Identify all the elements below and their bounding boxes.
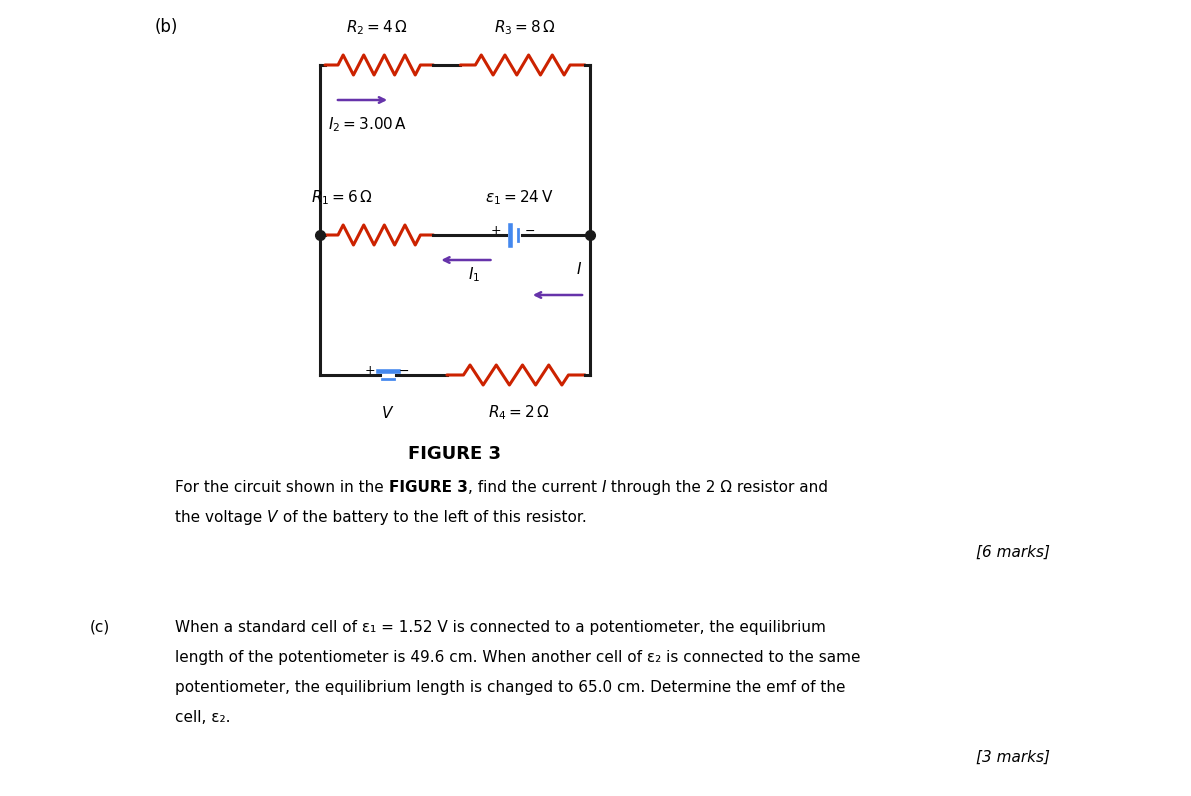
- Text: $I_2 = 3.00\,\mathrm{A}$: $I_2 = 3.00\,\mathrm{A}$: [328, 115, 407, 134]
- Text: [3 marks]: [3 marks]: [975, 750, 1050, 765]
- Text: through the 2 Ω resistor and: through the 2 Ω resistor and: [606, 480, 828, 495]
- Text: −: −: [398, 365, 409, 377]
- Text: When a standard cell of ε₁ = 1.52 V is connected to a potentiometer, the equilib: When a standard cell of ε₁ = 1.52 V is c…: [175, 620, 825, 635]
- Text: $I_1$: $I_1$: [468, 265, 480, 283]
- Text: $R_4 = 2\,\Omega$: $R_4 = 2\,\Omega$: [487, 403, 549, 422]
- Text: For the circuit shown in the: For the circuit shown in the: [175, 480, 388, 495]
- Text: FIGURE 3: FIGURE 3: [388, 480, 468, 495]
- Text: of the battery to the left of this resistor.: of the battery to the left of this resis…: [278, 510, 586, 525]
- Text: cell, ε₂.: cell, ε₂.: [175, 710, 231, 725]
- Text: $R_2 = 4\,\Omega$: $R_2 = 4\,\Omega$: [345, 18, 407, 37]
- Text: +: +: [364, 365, 375, 377]
- Text: , find the current: , find the current: [468, 480, 601, 495]
- Text: $\varepsilon_1 = 24\,\mathrm{V}$: $\varepsilon_1 = 24\,\mathrm{V}$: [485, 189, 554, 207]
- Text: I: I: [601, 480, 606, 495]
- Text: (b): (b): [155, 18, 179, 36]
- Text: V: V: [267, 510, 278, 525]
- Text: [6 marks]: [6 marks]: [975, 545, 1050, 560]
- Text: +: +: [491, 224, 501, 237]
- Text: potentiometer, the equilibrium length is changed to 65.0 cm. Determine the emf o: potentiometer, the equilibrium length is…: [175, 680, 846, 695]
- Text: $I$: $I$: [576, 261, 582, 277]
- Text: the voltage: the voltage: [175, 510, 267, 525]
- Text: $R_1 = 6\,\Omega$: $R_1 = 6\,\Omega$: [311, 189, 373, 207]
- Text: −: −: [525, 224, 536, 237]
- Text: (c): (c): [91, 620, 111, 635]
- Text: $V$: $V$: [381, 405, 394, 421]
- Text: FIGURE 3: FIGURE 3: [409, 445, 501, 463]
- Text: $R_3 = 8\,\Omega$: $R_3 = 8\,\Omega$: [494, 18, 556, 37]
- Text: length of the potentiometer is 49.6 cm. When another cell of ε₂ is connected to : length of the potentiometer is 49.6 cm. …: [175, 650, 861, 665]
